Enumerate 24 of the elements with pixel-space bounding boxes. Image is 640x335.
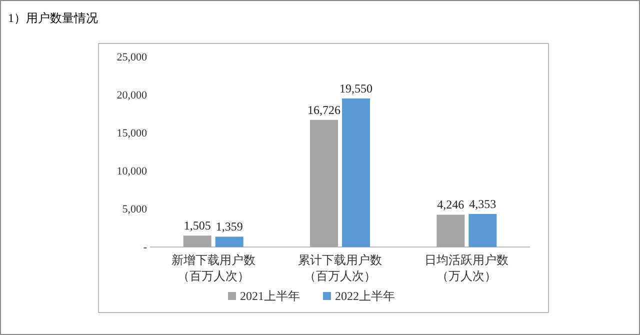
bar (468, 214, 497, 247)
bar (342, 98, 370, 247)
data-label: 1,505 (184, 218, 211, 233)
bar (215, 236, 244, 247)
x-tick-label: 新增下载用户数（百万人次） (171, 253, 256, 283)
y-tick-label: - (143, 242, 148, 254)
y-tick-label: 10,000 (116, 166, 148, 178)
data-label: 4,353 (469, 196, 496, 211)
data-label: 1,359 (216, 220, 243, 234)
data-label: 19,550 (340, 81, 372, 96)
bar (436, 214, 465, 247)
text: 1）用户数量情况 (8, 11, 98, 25)
data-label: 16,726 (308, 102, 340, 117)
x-tick-label: 日均活跃用户数（万人次） (424, 253, 509, 283)
y-tick-label: 25,000 (116, 52, 148, 64)
y-tick-label: 5,000 (122, 204, 148, 216)
legend-label: 2022上半年 (335, 289, 395, 303)
x-tick-label: 累计下载用户数（百万人次） (298, 253, 382, 283)
legend-label: 2021上半年 (240, 289, 300, 303)
y-tick-label: 15,000 (116, 128, 148, 140)
y-tick-label: 20,000 (116, 90, 148, 102)
bar (310, 120, 338, 247)
data-label: 4,246 (437, 198, 464, 212)
bar (183, 236, 212, 247)
